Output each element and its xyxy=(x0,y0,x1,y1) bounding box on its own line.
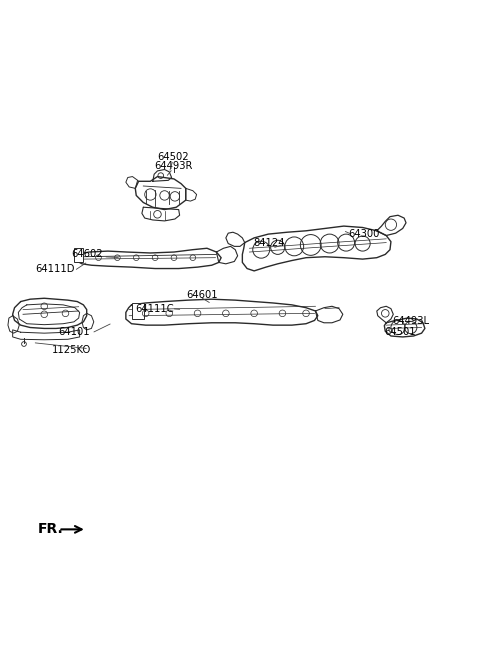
Text: 64493R: 64493R xyxy=(154,160,192,171)
Text: 64493L: 64493L xyxy=(392,316,429,326)
Text: FR.: FR. xyxy=(38,523,64,536)
Text: 64501: 64501 xyxy=(384,328,416,337)
Text: 64111D: 64111D xyxy=(36,263,75,274)
Text: 64101: 64101 xyxy=(58,328,90,337)
Text: 64602: 64602 xyxy=(71,250,103,259)
Text: 84124: 84124 xyxy=(253,238,285,248)
Bar xyxy=(74,248,84,263)
Bar xyxy=(132,303,144,319)
Text: 64601: 64601 xyxy=(186,290,218,301)
Text: 1125KO: 1125KO xyxy=(51,345,91,354)
Text: 64502: 64502 xyxy=(157,152,189,162)
Text: 64300: 64300 xyxy=(348,229,379,239)
Text: 64111C: 64111C xyxy=(135,304,173,314)
